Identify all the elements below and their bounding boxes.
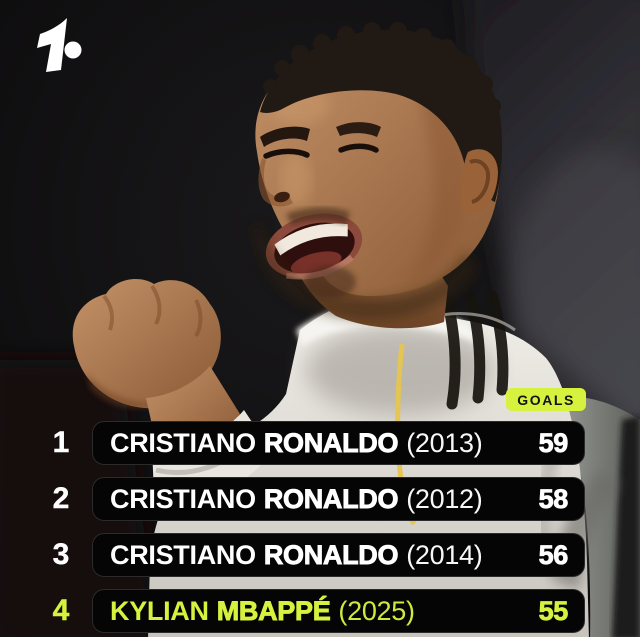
goals-count: 58 bbox=[538, 483, 569, 514]
hair bbox=[260, 22, 503, 203]
open-mouth bbox=[265, 213, 363, 280]
rank-number: 3 bbox=[52, 538, 70, 571]
onefootball-logo bbox=[37, 18, 82, 72]
season-year: (2012) bbox=[406, 483, 483, 514]
goals-count: 59 bbox=[538, 427, 569, 458]
ranking-row-1: 1 CRISTIANO RONALDO (2013) 59 bbox=[0, 421, 640, 465]
goals-badge: GOALS bbox=[506, 388, 586, 411]
ranking-row-2: 2 CRISTIANO RONALDO (2012) 58 bbox=[0, 477, 640, 521]
eyebrow-right bbox=[336, 122, 381, 137]
beard-stubble bbox=[252, 220, 478, 320]
ranking-row-4-highlighted: 4 KYLIAN MBAPPÉ (2025) 55 bbox=[0, 589, 640, 633]
player-first-name: CRISTIANO bbox=[110, 427, 256, 458]
player-first-name: CRISTIANO bbox=[110, 483, 256, 514]
player-first-name: KYLIAN bbox=[110, 595, 209, 626]
player-pill: CRISTIANO RONALDO (2012) 58 bbox=[92, 477, 585, 521]
eye-left bbox=[263, 148, 310, 159]
ranking-row-3: 3 CRISTIANO RONALDO (2014) 56 bbox=[0, 533, 640, 577]
player-last-name: RONALDO bbox=[263, 483, 399, 514]
season-year: (2025) bbox=[338, 595, 415, 626]
season-year: (2014) bbox=[406, 539, 483, 570]
goals-count: 55 bbox=[538, 595, 569, 626]
player-pill: CRISTIANO RONALDO (2014) 56 bbox=[92, 533, 585, 577]
rank-number: 4 bbox=[52, 594, 70, 627]
ranking-list: 1 CRISTIANO RONALDO (2013) 59 2 CRISTIAN… bbox=[0, 421, 640, 637]
ear bbox=[460, 149, 498, 214]
adidas-stripes bbox=[441, 290, 509, 410]
logo-ball-dot bbox=[64, 41, 82, 59]
player-last-name: RONALDO bbox=[263, 427, 399, 458]
nose bbox=[258, 158, 293, 207]
player-last-name: RONALDO bbox=[263, 539, 399, 570]
player-first-name: CRISTIANO bbox=[110, 539, 256, 570]
eyebrow-left bbox=[260, 126, 310, 147]
season-year: (2013) bbox=[406, 427, 483, 458]
rank-number: 2 bbox=[52, 482, 70, 515]
player-pill: KYLIAN MBAPPÉ (2025) 55 bbox=[92, 589, 585, 633]
player-pill: CRISTIANO RONALDO (2013) 59 bbox=[92, 421, 585, 465]
logo-one-glyph bbox=[37, 18, 67, 72]
rank-number: 1 bbox=[52, 426, 70, 459]
eye-right bbox=[338, 143, 379, 153]
goals-count: 56 bbox=[538, 539, 569, 570]
player-last-name: MBAPPÉ bbox=[216, 595, 331, 626]
